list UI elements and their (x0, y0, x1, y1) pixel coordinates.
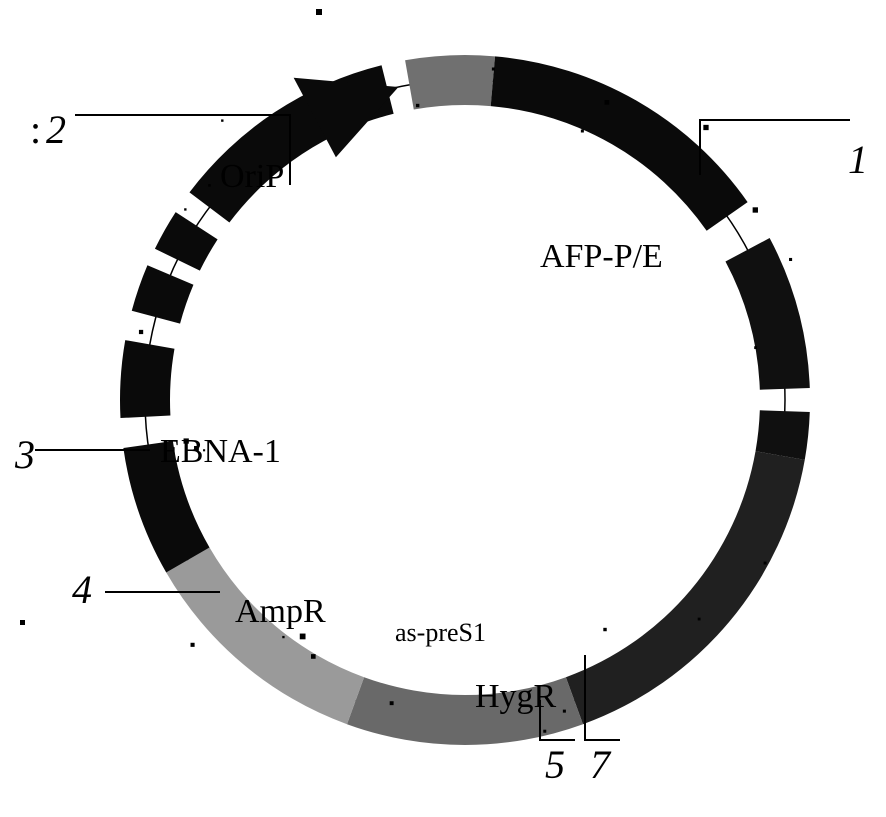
number-label-n4: 4 (72, 570, 92, 610)
feature-label-afp: AFP-P/E (540, 240, 663, 274)
number-label-n7: 7 (590, 745, 610, 785)
feature-label-orip: OriP (220, 160, 284, 194)
feature-label-ebna1: EBNA-1 (160, 435, 281, 469)
feature-label-pres1: as-preS1 (395, 620, 486, 646)
number-label-n2: 2 (46, 110, 66, 150)
labels-layer: AFP-P/E OriP EBNA-1 AmpR HygR as-preS1 1 2 3 4 57: (0, 0, 886, 817)
feature-label-ampr: AmpR (235, 595, 326, 629)
number-label-n5: 5 (545, 745, 565, 785)
number-label-colon2: : (30, 110, 41, 150)
feature-label-hygr: HygR (475, 680, 556, 714)
number-label-n1: 1 (848, 140, 868, 180)
number-label-n3: 3 (15, 435, 35, 475)
